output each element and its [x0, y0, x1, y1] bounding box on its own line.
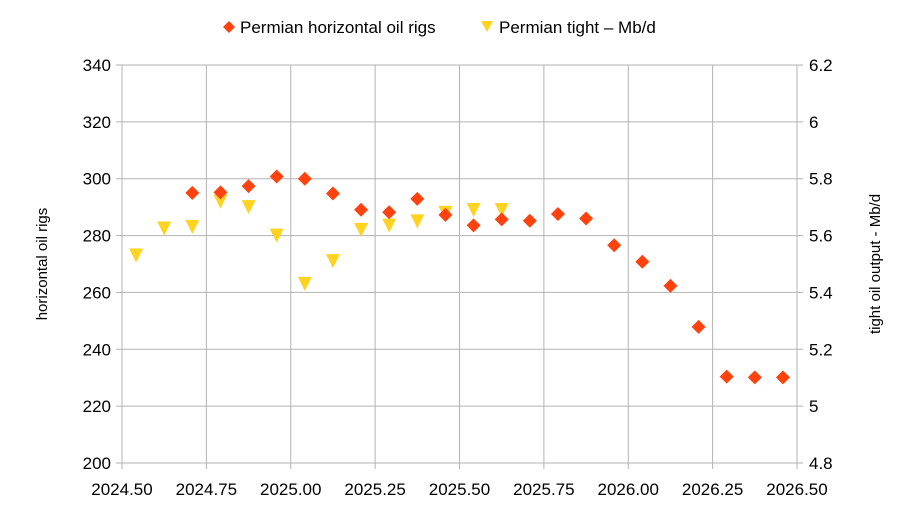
y-right-tick-label: 6.2	[809, 56, 833, 75]
tight-oil-point	[354, 222, 369, 237]
tight-oil-point	[466, 202, 481, 217]
legend: Permian horizontal oil rigs Permian tigh…	[223, 18, 656, 37]
legend-item-tight: Permian tight – Mb/d	[481, 18, 656, 37]
rig-point	[382, 205, 397, 220]
y-left-tick-label: 280	[83, 227, 111, 246]
series	[129, 169, 790, 385]
rig-point	[325, 186, 340, 201]
tight-oil-point	[185, 220, 200, 235]
y-left-tick-label: 240	[83, 340, 111, 359]
rig-point	[354, 202, 369, 217]
y-left-tick-labels: 340 320 300 280 260 240 220 200	[83, 56, 111, 473]
y-right-axis-title: tight oil output - Mb/d	[867, 194, 884, 334]
y-right-tick-label: 5.4	[809, 283, 833, 302]
x-tick-label: 2024.75	[176, 480, 237, 499]
rig-point	[635, 254, 650, 269]
legend-diamond-icon	[223, 21, 235, 33]
tight-oil-point	[494, 202, 509, 217]
rig-point	[494, 212, 509, 227]
series-rigs	[185, 169, 790, 385]
y-left-tick-label: 300	[83, 170, 111, 189]
rig-point	[719, 369, 734, 384]
tight-oil-point	[382, 218, 397, 233]
x-tick-label: 2025.50	[429, 480, 490, 499]
rig-point	[607, 238, 622, 253]
rig-point	[691, 319, 706, 334]
rig-point	[747, 370, 762, 385]
series-tight-oil	[129, 194, 509, 291]
x-tick-labels: 2024.50 2024.75 2025.00 2025.25 2025.50 2025.…	[91, 480, 827, 499]
axes	[116, 64, 803, 469]
y-left-tick-label: 260	[83, 283, 111, 302]
legend-triangle-down-icon	[481, 21, 493, 32]
tight-oil-point	[410, 214, 425, 229]
x-tick-label: 2025.25	[344, 480, 405, 499]
rig-point	[550, 206, 565, 221]
grid	[121, 64, 798, 464]
tight-oil-point	[269, 228, 284, 243]
rig-point	[663, 278, 678, 293]
y-left-tick-label: 220	[83, 397, 111, 416]
legend-label-tight: Permian tight – Mb/d	[499, 18, 656, 37]
tight-oil-point	[157, 221, 172, 236]
tight-oil-point	[129, 248, 144, 263]
rig-point	[213, 185, 228, 200]
tight-oil-point	[325, 254, 340, 269]
y-left-tick-label: 340	[83, 56, 111, 75]
y-left-tick-label: 200	[83, 454, 111, 473]
tight-oil-point	[213, 194, 228, 209]
x-tick-label: 2024.50	[91, 480, 152, 499]
rig-point	[438, 207, 453, 222]
y-right-tick-label: 4.8	[809, 454, 833, 473]
y-left-tick-label: 320	[83, 113, 111, 132]
rig-point	[297, 171, 312, 186]
y-right-tick-label: 5	[809, 397, 818, 416]
tight-oil-point	[297, 276, 312, 291]
rig-point	[579, 211, 594, 226]
x-tick-label: 2025.00	[260, 480, 321, 499]
y-right-tick-label: 5.2	[809, 340, 833, 359]
y-left-axis-title: horizontal oil rigs	[34, 208, 51, 321]
y-right-tick-labels: 6.2 6 5.8 5.6 5.4 5.2 5 4.8	[809, 56, 833, 473]
y-right-tick-label: 5.6	[809, 227, 833, 246]
rig-point	[775, 370, 790, 385]
tight-oil-point	[241, 200, 256, 215]
rig-point	[410, 191, 425, 206]
rig-point	[185, 185, 200, 200]
rig-point	[522, 213, 537, 228]
rig-point	[466, 218, 481, 233]
y-right-tick-label: 5.8	[809, 170, 833, 189]
x-tick-label: 2025.75	[513, 480, 574, 499]
x-tick-label: 2026.00	[598, 480, 659, 499]
rig-point	[241, 179, 256, 194]
x-tick-label: 2026.25	[682, 480, 743, 499]
rig-point	[269, 169, 284, 184]
y-right-tick-label: 6	[809, 113, 818, 132]
legend-label-rigs: Permian horizontal oil rigs	[240, 18, 436, 37]
x-tick-label: 2026.50	[766, 480, 827, 499]
legend-item-rigs: Permian horizontal oil rigs	[223, 18, 436, 37]
